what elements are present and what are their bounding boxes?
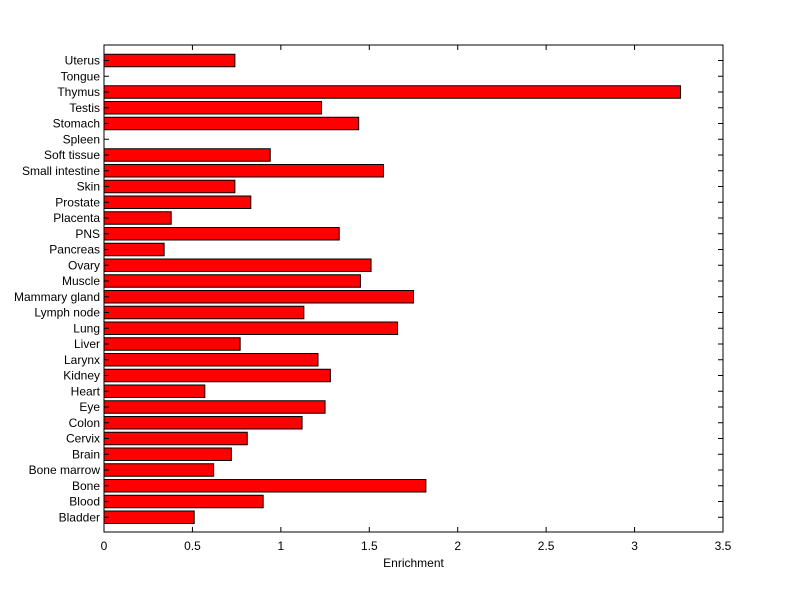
bar-thymus <box>103 85 682 99</box>
bar-small-intestine <box>103 164 384 178</box>
bar-placenta <box>103 211 172 225</box>
y-tick-label-muscle: Muscle <box>62 274 100 288</box>
bar-uterus <box>103 53 236 68</box>
y-tick-label-eye: Eye <box>79 400 100 414</box>
x-tick-label-0: 0 <box>101 539 108 553</box>
bar-pns <box>103 227 340 241</box>
y-tick-label-placenta: Placenta <box>53 211 100 225</box>
y-tick-label-thymus: Thymus <box>57 85 100 99</box>
y-tick-label-liver: Liver <box>74 337 100 351</box>
bar-lymph-node <box>103 305 305 320</box>
bar-heart <box>103 384 206 398</box>
y-tick-label-tongue: Tongue <box>61 69 101 83</box>
bar-muscle <box>103 274 361 288</box>
y-tick-label-bone: Bone <box>72 479 100 493</box>
y-tick-label-blood: Blood <box>69 495 100 509</box>
y-tick-label-testis: Testis <box>69 101 100 115</box>
y-tick-label-bone-marrow: Bone marrow <box>29 463 101 477</box>
bar-bone-marrow <box>103 463 215 477</box>
bar-skin <box>103 179 236 194</box>
y-tick-label-uterus: Uterus <box>65 54 100 68</box>
bar-liver <box>103 337 241 351</box>
y-tick-label-kidney: Kidney <box>63 369 100 383</box>
x-tick-label-2: 2 <box>454 539 461 553</box>
x-tick-label-1-5: 1.5 <box>361 539 378 553</box>
bar-eye <box>103 400 326 414</box>
bar-kidney <box>103 368 331 383</box>
plot-frame <box>103 44 724 533</box>
y-tick-label-lung: Lung <box>73 321 100 335</box>
y-tick-label-heart: Heart <box>71 384 101 398</box>
bar-larynx <box>103 353 319 367</box>
bar-brain <box>103 447 232 461</box>
bar-pancreas <box>103 242 165 257</box>
bar-testis <box>103 101 323 115</box>
y-tick-label-mammary-gland: Mammary gland <box>14 290 100 304</box>
y-tick-label-pns: PNS <box>75 227 100 241</box>
bar-ovary <box>103 258 372 272</box>
y-tick-label-small-intestine: Small intestine <box>22 164 100 178</box>
y-tick-label-soft-tissue: Soft tissue <box>44 148 100 162</box>
bar-colon <box>103 416 303 430</box>
x-axis-label: Enrichment <box>383 556 444 570</box>
bar-blood <box>103 494 264 509</box>
bar-mammary-gland <box>103 290 414 304</box>
bar-bone <box>103 479 427 493</box>
bar-prostate <box>103 195 252 209</box>
y-tick-label-lymph-node: Lymph node <box>34 306 100 320</box>
y-tick-label-pancreas: Pancreas <box>49 243 100 257</box>
y-tick-label-larynx: Larynx <box>64 353 100 367</box>
bar-stomach <box>103 116 360 131</box>
x-tick-label-0-5: 0.5 <box>184 539 201 553</box>
bar-soft-tissue <box>103 148 271 162</box>
bar-lung <box>103 321 399 335</box>
y-tick-label-skin: Skin <box>77 180 100 194</box>
x-tick-label-3-5: 3.5 <box>715 539 732 553</box>
y-tick-label-spleen: Spleen <box>63 132 100 146</box>
y-tick-label-ovary: Ovary <box>68 258 100 272</box>
bar-cervix <box>103 431 248 446</box>
y-tick-label-stomach: Stomach <box>53 117 100 131</box>
y-tick-label-cervix: Cervix <box>66 432 100 446</box>
x-tick-label-1: 1 <box>278 539 285 553</box>
x-tick-label-3: 3 <box>631 539 638 553</box>
x-tick-label-2-5: 2.5 <box>538 539 555 553</box>
y-tick-label-prostate: Prostate <box>55 195 100 209</box>
y-tick-label-colon: Colon <box>69 416 100 430</box>
bar-bladder <box>103 510 195 524</box>
y-tick-label-bladder: Bladder <box>59 510 100 524</box>
y-tick-label-brain: Brain <box>72 447 100 461</box>
